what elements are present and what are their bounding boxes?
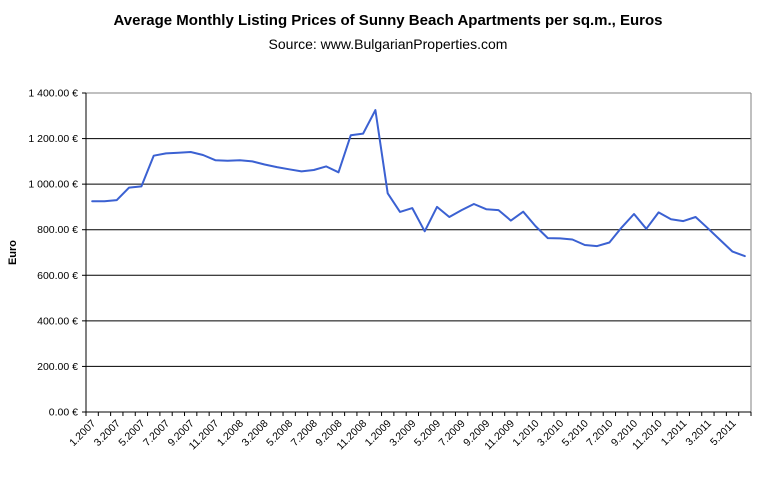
y-axis-title: Euro	[7, 240, 19, 265]
x-tick-label: 5.2007	[116, 418, 147, 449]
plot-border	[86, 92, 752, 412]
gridlines	[86, 138, 751, 367]
x-tick-label: 7.2009	[437, 418, 468, 449]
x-tick-label: 7.2007	[141, 418, 172, 449]
x-tick-label: 3.2010	[535, 418, 566, 449]
x-tick-label: 5.2011	[708, 418, 739, 449]
x-tick-label: 3.2007	[92, 418, 123, 449]
x-tick-label: 1.2010	[510, 418, 541, 449]
y-tick-label: 1 400.00 €	[28, 88, 78, 100]
y-tick-label: 800.00 €	[37, 224, 78, 236]
axes	[85, 93, 751, 413]
y-tick-label: 400.00 €	[37, 315, 78, 327]
chart-subtitle: Source: www.BulgarianProperties.com	[268, 36, 508, 52]
x-axis-ticks	[85, 412, 752, 416]
x-tick-label: 5.2009	[412, 418, 443, 449]
price-line	[91, 109, 746, 258]
x-tick-label: 5.2010	[560, 418, 591, 449]
x-tick-label: 1.2009	[363, 418, 394, 449]
y-tick-label: 0.00 €	[49, 407, 78, 419]
y-tick-label: 600.00 €	[37, 270, 78, 282]
x-axis-labels: 1.20073.20075.20077.20079.200711.20071.2…	[67, 418, 739, 453]
x-tick-label: 3.2009	[387, 418, 418, 449]
chart-title: Average Monthly Listing Prices of Sunny …	[113, 12, 663, 29]
x-tick-label: 3.2011	[683, 418, 714, 449]
x-tick-label: 5.2008	[264, 418, 295, 449]
y-tick-label: 200.00 €	[37, 361, 78, 373]
x-tick-label: 1.2007	[67, 418, 98, 449]
x-tick-label: 1.2011	[659, 418, 690, 449]
x-tick-label: 1.2008	[215, 418, 246, 449]
y-tick-label: 1 000.00 €	[28, 179, 78, 191]
x-tick-label: 3.2008	[239, 418, 270, 449]
y-axis-labels: 0.00 € 200.00 € 400.00 € 600.00 € 800.00 € 1 …	[28, 88, 86, 419]
y-tick-label: 1 200.00 €	[28, 133, 78, 145]
x-tick-label: 7.2008	[289, 418, 320, 449]
x-tick-label: 7.2010	[584, 418, 615, 449]
